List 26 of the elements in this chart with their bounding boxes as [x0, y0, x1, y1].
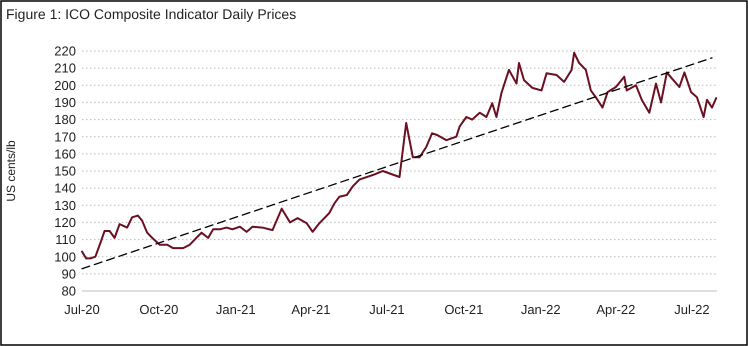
y-tick-label: 200	[54, 78, 76, 93]
x-tick-label: Jan-21	[216, 302, 256, 317]
y-tick-label: 140	[54, 180, 76, 196]
y-tick-label: 210	[54, 60, 76, 76]
x-tick-label: Jan-22	[520, 302, 561, 317]
x-tick-label: Jul-21	[369, 302, 405, 317]
x-tick-label: Oct-21	[444, 302, 484, 317]
y-tick-label: 190	[54, 94, 76, 110]
x-tick-label: Oct-20	[139, 302, 178, 317]
y-tick-label: 130	[54, 198, 76, 213]
y-tick-label: 170	[54, 129, 76, 144]
y-tick-label: 220	[54, 44, 76, 59]
y-tick-label: 120	[54, 214, 76, 230]
x-tick-label: Jul-20	[64, 302, 100, 317]
y-tick-label: 180	[54, 112, 76, 128]
y-tick-label: 80	[62, 284, 76, 299]
chart-title: Figure 1: ICO Composite Indicator Daily Prices	[6, 6, 296, 22]
x-tick-label: Apr-22	[596, 302, 636, 317]
x-tick-label: Jul-22	[674, 302, 710, 317]
y-tick-label: 90	[62, 266, 76, 282]
y-tick-label: 100	[54, 249, 76, 264]
y-tick-label: 110	[55, 232, 76, 248]
y-tick-label: 150	[54, 164, 76, 179]
y-axis-title: US cents/lb	[4, 140, 18, 202]
y-tick-label: 160	[54, 146, 76, 162]
x-tick-label: Apr-21	[291, 302, 330, 317]
